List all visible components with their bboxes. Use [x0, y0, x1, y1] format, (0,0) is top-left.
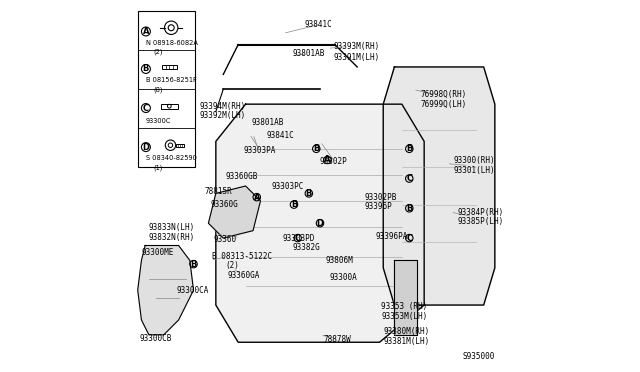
- Text: 93300C: 93300C: [145, 118, 171, 124]
- Text: 93396PA: 93396PA: [376, 232, 408, 241]
- Text: B: B: [406, 144, 412, 153]
- Text: 93303PD: 93303PD: [283, 234, 315, 243]
- Text: B: B: [306, 189, 312, 198]
- Text: A: A: [324, 155, 331, 164]
- Text: 93303PC: 93303PC: [271, 182, 304, 190]
- Text: 93353M(LH): 93353M(LH): [381, 312, 428, 321]
- Text: 93384P(RH): 93384P(RH): [458, 208, 504, 217]
- Text: 93382G: 93382G: [292, 243, 320, 252]
- Text: C: C: [143, 103, 149, 112]
- Text: A: A: [143, 27, 149, 36]
- Text: N 08918-6082A: N 08918-6082A: [146, 40, 198, 46]
- Text: 93360G: 93360G: [211, 200, 238, 209]
- Text: 93381M(LH): 93381M(LH): [383, 337, 429, 346]
- Text: B 08313-5122C: B 08313-5122C: [212, 252, 272, 261]
- Text: B: B: [313, 144, 319, 153]
- Text: 93392M(LH): 93392M(LH): [199, 111, 245, 120]
- Text: C: C: [294, 234, 301, 243]
- Text: 93801AB: 93801AB: [251, 118, 284, 127]
- Text: 93391M(LH): 93391M(LH): [333, 53, 380, 62]
- Bar: [162, 65, 177, 69]
- Text: S 08340-82590: S 08340-82590: [146, 155, 196, 161]
- Text: 93300CB: 93300CB: [140, 334, 172, 343]
- Text: 93806M: 93806M: [326, 256, 353, 265]
- Text: B: B: [406, 204, 412, 213]
- Text: 93832N(RH): 93832N(RH): [149, 233, 195, 242]
- Text: 93300(RH): 93300(RH): [454, 156, 495, 165]
- Text: B 08156-8251F: B 08156-8251F: [146, 77, 196, 83]
- Text: 93300A: 93300A: [330, 273, 357, 282]
- Text: 93303PA: 93303PA: [244, 146, 276, 155]
- Polygon shape: [216, 104, 424, 342]
- Bar: [161, 103, 177, 109]
- Text: 93300CA: 93300CA: [177, 286, 209, 295]
- Text: (2): (2): [154, 49, 163, 55]
- Text: (8): (8): [154, 86, 163, 93]
- Text: 93353 (RH): 93353 (RH): [381, 302, 428, 311]
- Text: B: B: [190, 260, 196, 269]
- Text: 93394M(RH): 93394M(RH): [199, 102, 245, 110]
- Polygon shape: [383, 67, 495, 305]
- Text: D: D: [143, 142, 149, 151]
- Text: 93302P: 93302P: [320, 157, 348, 166]
- Text: (1): (1): [154, 164, 163, 171]
- Text: 93385P(LH): 93385P(LH): [458, 217, 504, 226]
- Text: 93393M(RH): 93393M(RH): [333, 42, 380, 51]
- Text: 93300ME: 93300ME: [141, 248, 174, 257]
- Bar: [138, 11, 195, 167]
- Text: 93841C: 93841C: [305, 20, 332, 29]
- Text: B: B: [291, 200, 297, 209]
- Text: 76999Q(LH): 76999Q(LH): [420, 100, 467, 109]
- Text: 93360GB: 93360GB: [225, 172, 257, 181]
- Polygon shape: [394, 260, 417, 335]
- Text: D: D: [317, 219, 323, 228]
- Text: 93302PB: 93302PB: [365, 193, 397, 202]
- Text: 93396P: 93396P: [365, 202, 392, 211]
- Text: S935000: S935000: [463, 352, 495, 361]
- Text: 78815R: 78815R: [205, 187, 232, 196]
- Text: 93841C: 93841C: [266, 131, 294, 140]
- Text: 93360GA: 93360GA: [227, 271, 259, 280]
- Text: 93360: 93360: [214, 235, 237, 244]
- Text: C: C: [406, 234, 412, 243]
- Bar: [175, 144, 184, 147]
- Text: 76998Q(RH): 76998Q(RH): [420, 90, 467, 99]
- Text: 78878W: 78878W: [324, 335, 351, 344]
- Text: (2): (2): [225, 261, 239, 270]
- Text: 93833N(LH): 93833N(LH): [149, 223, 195, 232]
- Text: B: B: [143, 64, 149, 73]
- Text: 93301(LH): 93301(LH): [454, 166, 495, 174]
- Text: 93380M(RH): 93380M(RH): [383, 327, 429, 336]
- Polygon shape: [209, 186, 260, 238]
- Text: C: C: [406, 174, 412, 183]
- Text: A: A: [253, 193, 260, 202]
- Polygon shape: [138, 246, 193, 335]
- Text: 93801AB: 93801AB: [292, 49, 324, 58]
